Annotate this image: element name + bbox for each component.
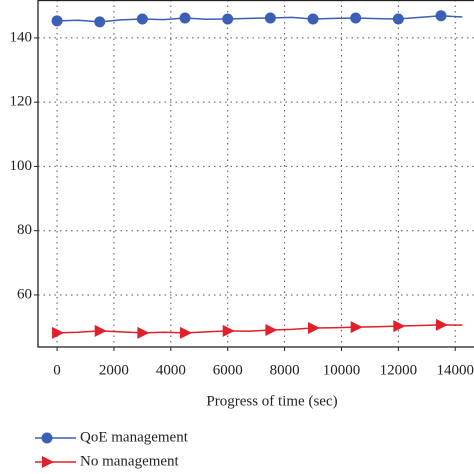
marker: [307, 13, 319, 25]
marker: [350, 12, 362, 24]
x-tick-label: 14000: [436, 362, 474, 378]
marker: [41, 432, 53, 444]
marker: [435, 10, 447, 22]
y-tick-label: 140: [10, 29, 33, 45]
x-tick-label: 8000: [270, 362, 300, 378]
marker: [392, 13, 404, 25]
y-tick-label: 60: [17, 286, 32, 302]
y-tick-label: 80: [17, 222, 32, 238]
marker: [136, 13, 148, 25]
y-tick-label: 120: [10, 94, 33, 110]
marker: [180, 326, 193, 339]
marker: [265, 323, 278, 336]
x-tick-label: 0: [53, 362, 61, 378]
x-tick-label: 6000: [213, 362, 243, 378]
marker: [308, 322, 321, 335]
marker: [436, 318, 449, 331]
marker: [51, 15, 63, 27]
marker: [222, 13, 234, 25]
marker: [393, 320, 406, 333]
x-tick-label: 2000: [99, 362, 129, 378]
marker: [264, 12, 276, 24]
x-tick-label: 4000: [156, 362, 186, 378]
marker: [179, 12, 191, 24]
marker: [350, 321, 363, 334]
marker: [94, 16, 106, 28]
marker: [137, 326, 150, 339]
plot-frame: [37, 0, 474, 348]
marker: [94, 324, 107, 337]
legend-label: QoE management: [80, 429, 189, 445]
marker: [222, 324, 235, 337]
legend-label: No management: [80, 453, 180, 469]
marker: [52, 326, 65, 339]
x-tick-label: 10000: [323, 362, 361, 378]
marker: [42, 456, 54, 468]
y-tick-label: 100: [10, 158, 33, 174]
x-axis-label: Progress of time (sec): [206, 393, 337, 409]
x-tick-label: 12000: [380, 362, 418, 378]
